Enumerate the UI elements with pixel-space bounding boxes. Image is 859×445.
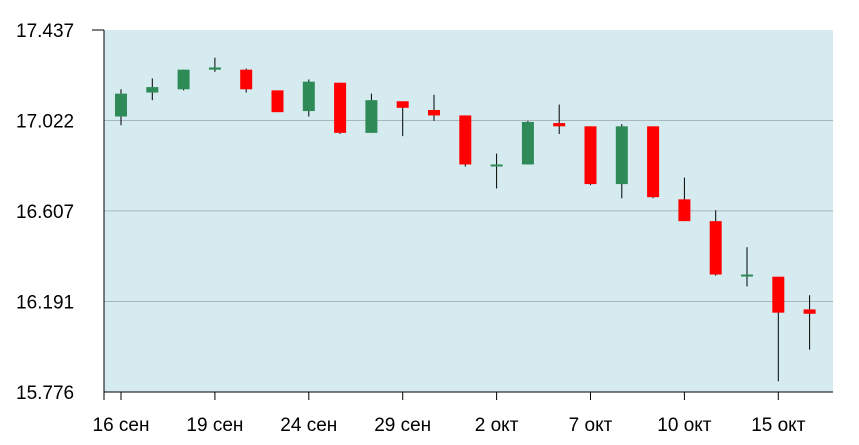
y-tick-label: 16.607	[16, 202, 74, 223]
candle-up	[115, 89, 127, 126]
x-tick-labels: 16 сен 19 сен 24 сен 29 сен 2 окт 7 окт 10 окт…	[93, 415, 806, 436]
candle-body	[772, 276, 785, 313]
candle-body	[271, 90, 284, 113]
y-tick-label: 17.022	[16, 111, 74, 132]
candle-body	[146, 87, 159, 93]
candle-up	[521, 120, 534, 165]
candle-body	[459, 115, 472, 165]
candle-body	[678, 199, 691, 222]
x-tick-label: 10 окт	[657, 415, 712, 436]
candle-up	[177, 69, 190, 91]
candle-body	[396, 101, 409, 108]
candle-down	[772, 276, 785, 382]
candle-body	[240, 69, 253, 90]
x-tick-label: 29 сен	[374, 415, 431, 436]
x-tick-label: 15 окт	[751, 415, 806, 436]
x-tick-label: 19 сен	[186, 415, 243, 436]
candle-body	[365, 100, 378, 133]
candle-body	[647, 126, 660, 198]
x-tick-label: 2 окт	[475, 415, 519, 436]
candle-up	[302, 79, 315, 117]
y-tick-label: 16.191	[16, 293, 74, 314]
candle-body	[490, 164, 503, 167]
candle-down	[803, 295, 816, 350]
y-tick-label: 15.776	[16, 383, 74, 404]
candle-body	[428, 109, 440, 116]
candle-down	[553, 104, 566, 134]
candle-up	[490, 153, 503, 189]
candle-body	[177, 69, 190, 90]
y-tick-labels: 17.437 17.022 16.607 16.191 15.776	[16, 21, 74, 404]
candle-down	[428, 94, 440, 121]
candle-body	[584, 126, 597, 185]
x-tick-label: 24 сен	[280, 415, 337, 436]
candle-down	[271, 90, 284, 113]
candle-body	[521, 121, 534, 165]
candle-down	[396, 101, 409, 137]
y-tick-label: 17.437	[16, 21, 74, 42]
candle-body	[741, 274, 753, 277]
x-tick-label: 7 окт	[569, 415, 613, 436]
axes	[92, 29, 833, 400]
candle-body	[553, 123, 566, 127]
candle-body	[803, 309, 816, 314]
candle-body	[334, 82, 347, 133]
candle-down	[678, 177, 691, 222]
candle-body	[208, 67, 221, 70]
candle-up	[365, 93, 378, 133]
candle-down	[334, 82, 347, 134]
candle-down	[709, 210, 722, 276]
candle-down	[647, 126, 660, 199]
candle-up	[146, 78, 159, 101]
candles	[115, 57, 816, 382]
x-tick-label: 16 сен	[93, 415, 150, 436]
candle-body	[302, 81, 315, 112]
candle-up	[741, 247, 753, 287]
candle-body	[709, 221, 722, 275]
candle-down	[240, 68, 253, 93]
candle-up	[615, 124, 628, 199]
candle-down	[584, 126, 597, 186]
candle-body	[115, 93, 127, 117]
candle-down	[459, 115, 472, 167]
candle-up	[208, 57, 221, 72]
candle-body	[615, 126, 628, 185]
